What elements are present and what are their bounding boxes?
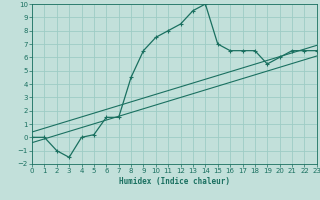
X-axis label: Humidex (Indice chaleur): Humidex (Indice chaleur) bbox=[119, 177, 230, 186]
